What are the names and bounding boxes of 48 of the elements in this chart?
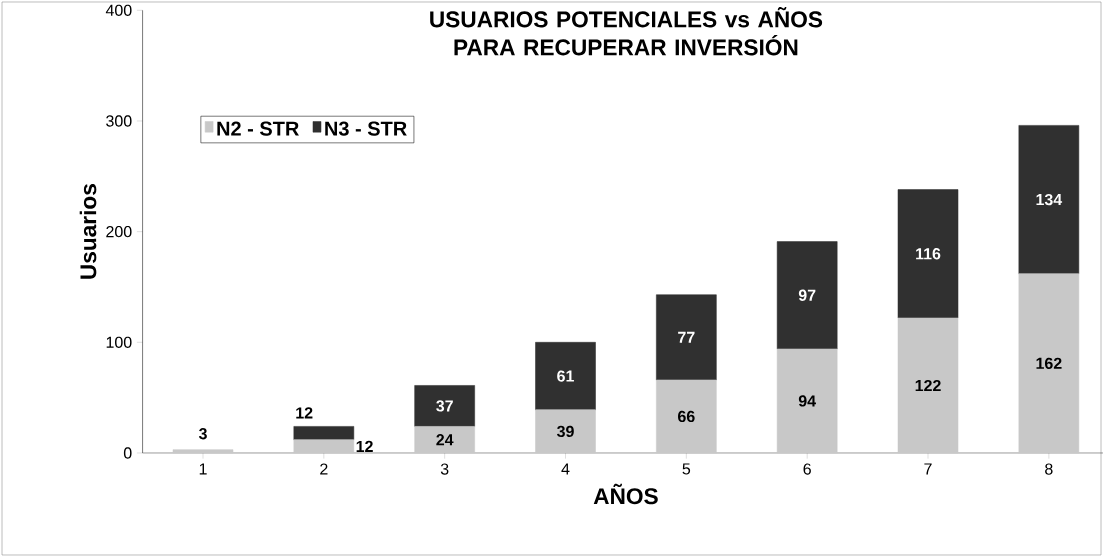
bar [1018, 273, 1080, 454]
y-tick-label: 300 [106, 115, 132, 127]
data-label: 12 [296, 407, 313, 419]
bar [776, 241, 838, 350]
legend-label: N3 - STR [325, 121, 407, 136]
data-label: 116 [916, 248, 941, 260]
y-tick-label: 200 [106, 225, 132, 238]
bar [897, 189, 959, 319]
x-tick-label: 1 [199, 463, 207, 475]
bar [293, 439, 355, 454]
chart-title: USUARIOS POTENCIALES vs AÑOS PARA RECUPERAR INVERSIÓN [430, 7, 823, 56]
x-tick-label: 5 [682, 463, 691, 475]
bar [293, 426, 355, 440]
x-tick-label: 6 [803, 463, 811, 475]
y-tick-label: 0 [123, 447, 132, 459]
data-label: 39 [556, 425, 574, 438]
y-tick-label: 400 [105, 4, 132, 16]
data-label: 97 [798, 289, 816, 301]
bar [656, 379, 717, 454]
bar [414, 385, 475, 427]
x-tick-label: 3 [440, 463, 449, 475]
x-axis-title: AÑOS [593, 483, 658, 505]
data-label: 122 [915, 379, 941, 392]
bar [1018, 125, 1080, 274]
data-label: 24 [436, 434, 454, 446]
bar [535, 409, 596, 454]
data-label: 94 [798, 395, 816, 407]
y-axis-title: Usuarios [79, 184, 97, 279]
x-tick-label: 7 [924, 463, 932, 475]
data-label: 77 [678, 331, 695, 343]
data-label: 162 [1036, 357, 1062, 369]
data-label: 66 [678, 410, 695, 423]
y-tick-label: 100 [106, 336, 132, 348]
x-tick-label: 4 [561, 463, 570, 475]
legend-label: N2 - STR [217, 121, 299, 136]
x-tick-label: 8 [1045, 463, 1053, 475]
bar [535, 342, 596, 411]
bar [414, 426, 475, 454]
data-label: 12 [356, 440, 373, 452]
data-label: 134 [1036, 193, 1063, 206]
bar [172, 449, 234, 454]
x-tick-label: 2 [320, 463, 328, 475]
bar [656, 294, 717, 381]
data-label: 61 [557, 370, 574, 382]
bar [897, 317, 959, 454]
data-label: 37 [436, 400, 453, 412]
bar [776, 348, 838, 454]
data-label: 3 [198, 428, 207, 440]
